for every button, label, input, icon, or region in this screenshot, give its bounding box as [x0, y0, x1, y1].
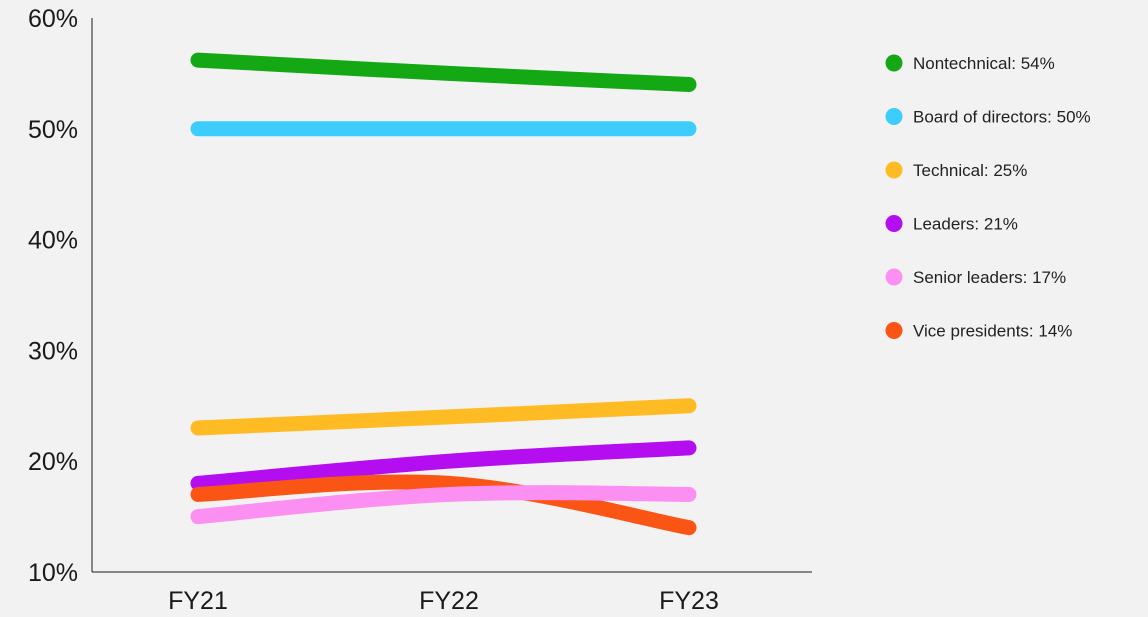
- legend-label: Technical: 25%: [913, 161, 1027, 180]
- x-tick-label: FY21: [168, 587, 228, 615]
- legend-marker: [885, 108, 903, 125]
- legend-label: Senior leaders: 17%: [913, 268, 1066, 287]
- y-tick-label: 20%: [28, 448, 78, 476]
- legend-marker: [885, 161, 903, 179]
- legend-item-board-of-directors: Board of directors: 50%: [885, 108, 1091, 127]
- legend-item-technical: Technical: 25%: [885, 161, 1027, 180]
- series-line-nontechnical: [190, 52, 697, 92]
- legend-marker: [885, 322, 903, 339]
- legend-label: Board of directors: 50%: [913, 108, 1091, 127]
- legend-item-leaders: Leaders: 21%: [885, 215, 1018, 234]
- y-tick-label: 30%: [28, 337, 78, 365]
- legend-item-vice-presidents: Vice presidents: 14%: [885, 322, 1072, 341]
- x-tick-label: FY23: [659, 587, 719, 615]
- series-line-vice-presidents: [190, 474, 697, 536]
- y-tick-label: 60%: [28, 5, 78, 33]
- legend-label: Leaders: 21%: [913, 215, 1018, 234]
- legend-marker: [885, 215, 903, 232]
- axis-ticks: 10% 20% 30% 40% 50% 60% FY21 FY22 FY23: [28, 5, 719, 615]
- legend-marker: [885, 268, 903, 286]
- legend-item-nontechnical: Nontechnical: 54%: [885, 54, 1055, 73]
- series-line-leaders: [190, 440, 697, 491]
- series-lines: [190, 52, 697, 536]
- legend-label: Vice presidents: 14%: [913, 322, 1072, 341]
- legend-marker: [885, 54, 903, 72]
- legend-label: Nontechnical: 54%: [913, 54, 1055, 73]
- legend-item-senior-leaders: Senior leaders: 17%: [885, 268, 1066, 287]
- y-tick-label: 10%: [28, 559, 78, 587]
- series-line-technical: [190, 398, 697, 436]
- y-tick-label: 50%: [28, 116, 78, 144]
- axes: [91, 18, 812, 573]
- y-tick-label: 40%: [28, 227, 78, 255]
- x-tick-label: FY22: [419, 587, 479, 615]
- series-line-senior-leaders: [190, 485, 697, 525]
- legend: Nontechnical: 54% Board of directors: 50%…: [885, 54, 1091, 341]
